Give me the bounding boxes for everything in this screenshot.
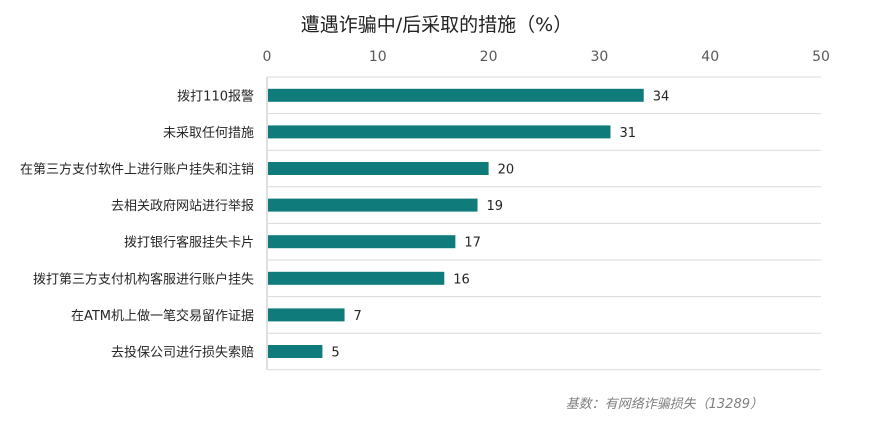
chart-title: 遭遇诈骗中/后采取的措施（%） xyxy=(300,14,573,36)
x-tick-label: 30 xyxy=(590,49,608,65)
bar xyxy=(268,125,611,139)
x-tick-label: 40 xyxy=(701,49,719,65)
bars xyxy=(268,88,644,358)
category-label: 拨打110报警 xyxy=(177,88,254,104)
bar xyxy=(268,88,644,102)
bar xyxy=(268,235,456,249)
category-labels: 拨打110报警未采取任何措施在第三方支付软件上进行账户挂失和注销去相关政府网站进… xyxy=(20,88,254,360)
data-label: 17 xyxy=(464,236,481,251)
bar xyxy=(268,162,489,175)
category-label: 去相关政府网站进行举报 xyxy=(111,199,254,214)
category-label: 未采取任何措施 xyxy=(163,125,254,141)
x-tick-label: 20 xyxy=(480,49,498,65)
data-labels: 34 31 20 19 17 16 7 5 xyxy=(331,89,669,360)
x-tick-label: 10 xyxy=(369,49,387,65)
base-note: 基数：有网络诈骗损失（13289） xyxy=(565,397,763,412)
bar xyxy=(268,198,478,212)
data-label: 31 xyxy=(619,126,636,141)
category-label: 拨打第三方支付机构客服进行账户挂失 xyxy=(33,271,254,287)
data-label: 7 xyxy=(354,309,362,324)
category-label: 去投保公司进行损失索赔 xyxy=(111,345,254,361)
x-tick-labels: 0 10 20 30 40 50 xyxy=(263,49,830,65)
bar xyxy=(268,271,445,285)
bar xyxy=(268,308,345,322)
data-label: 20 xyxy=(498,163,515,178)
x-tick-label: 0 xyxy=(263,49,272,65)
category-label: 拨打银行客服挂失卡片 xyxy=(124,235,254,251)
category-label: 在第三方支付软件上进行账户挂失和注销 xyxy=(20,162,254,178)
x-tick-label: 50 xyxy=(812,49,830,65)
bar xyxy=(268,345,323,358)
data-label: 5 xyxy=(331,346,339,361)
data-label: 34 xyxy=(653,89,670,104)
data-label: 19 xyxy=(487,199,504,214)
category-label: 在ATM机上做一笔交易留作证据 xyxy=(71,308,254,324)
grid-layer xyxy=(266,76,821,371)
data-label: 16 xyxy=(453,272,470,287)
